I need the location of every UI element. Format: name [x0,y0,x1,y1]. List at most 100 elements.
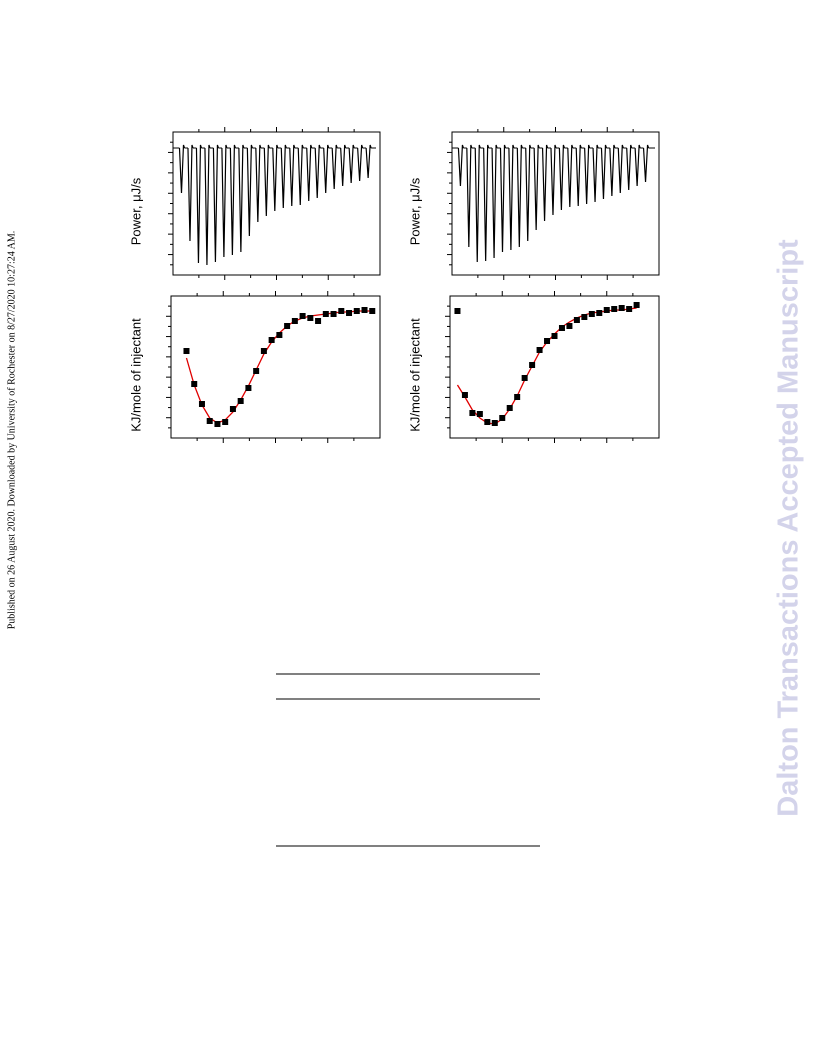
injection-peak [246,144,253,237]
data-point [506,405,513,411]
y-axis-label: KJ/mole of injectant [407,318,422,432]
injection-peak [466,144,473,248]
data-point [558,325,565,331]
data-point [491,420,498,426]
data-point [544,338,551,344]
data-point [529,362,536,368]
data-point [229,406,236,412]
data-point [307,315,314,321]
injection-peak [499,144,507,253]
injection-peak [592,144,599,203]
y-axis-label: Power, μJ/s [407,177,422,245]
data-point [581,314,588,320]
injection-peak [263,144,270,217]
injection-peak [357,144,364,182]
injection-peak [584,144,591,205]
data-point [284,323,291,329]
data-point [315,318,322,324]
injection-peak [491,144,498,259]
injection-peak [550,144,557,216]
data-point [206,418,213,424]
data-point [346,310,353,316]
injection-peak [508,144,515,251]
injection-peak [280,144,287,209]
plot-frame [451,131,660,276]
data-point [476,411,483,417]
data-point [454,308,461,314]
injection-peak [340,144,347,187]
data-point [484,419,491,425]
data-point [588,311,595,317]
injection-peak [187,144,194,242]
data-point [253,368,260,374]
injection-peak [516,144,523,248]
injection-peak [600,144,608,200]
data-point [191,381,198,387]
data-point [338,308,345,314]
data-point [618,305,625,311]
data-point [183,348,190,354]
injection-peak [238,144,245,253]
data-point [611,306,618,312]
injection-peak [297,144,304,206]
injection-peak [314,144,321,199]
injection-peak [348,144,355,184]
injection-peak [609,144,616,197]
plot-frame [170,295,381,439]
data-point [499,415,506,421]
data-point [330,311,337,317]
data-point [596,310,603,316]
injection-peak [634,144,641,187]
injection-peak [323,144,330,194]
data-point [299,313,306,319]
injection-peak [617,144,624,194]
data-point [514,394,521,400]
fit-curve [185,310,373,424]
injection-peak [195,144,203,264]
data-point [322,311,329,317]
injection-peak [525,144,532,242]
injection-peak [575,144,582,207]
injection-peak [212,144,219,263]
data-point [260,348,267,354]
injection-peak [306,144,313,202]
data-point [573,317,580,323]
data-point [369,308,376,314]
injection-peak [567,144,574,208]
injection-peak [533,144,540,231]
data-point [268,337,275,343]
injection-peak [483,144,490,262]
injection-peak [272,144,279,212]
injection-peak [221,144,228,258]
fit-curve [456,307,637,425]
injection-peak [289,144,296,207]
injection-peak [457,144,464,187]
data-point [461,392,468,398]
data-point [353,308,360,314]
data-point [521,375,528,381]
data-point [551,333,558,339]
data-point [536,347,543,353]
data-point [361,307,368,313]
watermark: Dalton Transactions Accepted Manuscript [773,239,805,817]
data-point [633,302,640,308]
data-point [603,307,610,313]
data-point [237,398,244,404]
injection-peak [474,144,481,263]
injection-peak [558,144,565,211]
injection-peak [642,144,650,183]
y-axis-label: Power, μJ/s [128,177,143,245]
data-point [245,385,252,391]
data-point [214,421,221,427]
data-point [198,401,205,407]
injection-peak [331,144,338,190]
data-point [291,318,298,324]
data-point [276,332,283,338]
injection-peak [626,144,633,191]
injection-peak [178,144,186,194]
injection-peak [541,144,549,222]
data-point [626,306,633,312]
injection-peak [255,144,262,223]
side-note: Published on 26 August 2020. Downloaded … [6,231,17,630]
